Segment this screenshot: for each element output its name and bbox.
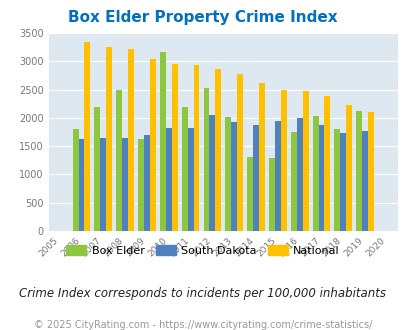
Bar xyxy=(258,83,264,231)
Bar xyxy=(160,52,165,231)
Bar xyxy=(252,125,258,231)
Bar xyxy=(345,105,351,231)
Bar xyxy=(324,96,330,231)
Text: © 2025 CityRating.com - https://www.cityrating.com/crime-statistics/: © 2025 CityRating.com - https://www.city… xyxy=(34,320,371,330)
Bar xyxy=(269,158,274,231)
Bar xyxy=(318,125,324,231)
Text: Crime Index corresponds to incidents per 100,000 inhabitants: Crime Index corresponds to incidents per… xyxy=(19,287,386,300)
Legend: Box Elder, South Dakota, National: Box Elder, South Dakota, National xyxy=(62,241,343,260)
Bar xyxy=(231,122,237,231)
Bar xyxy=(187,128,193,231)
Bar xyxy=(225,117,231,231)
Bar xyxy=(149,59,156,231)
Bar xyxy=(122,138,128,231)
Bar xyxy=(302,91,308,231)
Bar xyxy=(247,157,252,231)
Bar xyxy=(280,89,286,231)
Bar xyxy=(215,69,221,231)
Bar xyxy=(94,107,100,231)
Bar xyxy=(203,88,209,231)
Bar xyxy=(361,131,367,231)
Bar xyxy=(72,129,78,231)
Bar xyxy=(367,112,373,231)
Bar xyxy=(237,74,243,231)
Bar xyxy=(193,65,199,231)
Bar xyxy=(312,116,318,231)
Bar xyxy=(274,121,280,231)
Bar xyxy=(138,139,144,231)
Bar xyxy=(171,64,177,231)
Text: Box Elder Property Crime Index: Box Elder Property Crime Index xyxy=(68,10,337,25)
Bar xyxy=(78,139,84,231)
Bar xyxy=(165,128,171,231)
Bar xyxy=(181,107,187,231)
Bar xyxy=(116,89,122,231)
Bar xyxy=(144,135,149,231)
Bar xyxy=(339,133,345,231)
Bar xyxy=(128,50,134,231)
Bar xyxy=(100,138,106,231)
Bar xyxy=(296,118,302,231)
Bar xyxy=(290,132,296,231)
Bar xyxy=(334,129,339,231)
Bar xyxy=(106,47,112,231)
Bar xyxy=(356,111,361,231)
Bar xyxy=(209,115,215,231)
Bar xyxy=(84,42,90,231)
